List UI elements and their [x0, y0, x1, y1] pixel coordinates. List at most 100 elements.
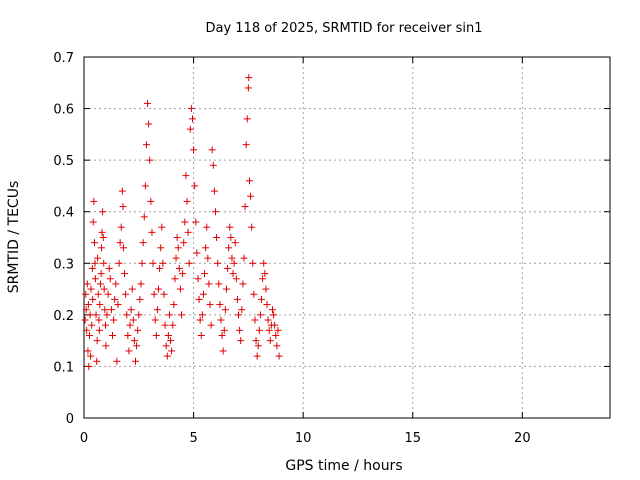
data-point — [270, 311, 278, 319]
data-point — [259, 275, 267, 283]
y-tick-label: 0.6 — [53, 103, 74, 118]
data-point — [170, 301, 178, 309]
data-point — [225, 244, 233, 252]
data-point — [273, 342, 281, 350]
data-point — [82, 290, 90, 298]
data-point — [139, 239, 147, 247]
data-point — [106, 275, 114, 283]
data-point — [231, 239, 239, 247]
y-axis-label: SRMTID / TECUs — [6, 181, 22, 294]
data-point — [102, 342, 110, 350]
data-point — [214, 259, 222, 267]
data-point — [162, 342, 170, 350]
data-point — [167, 337, 175, 345]
data-point — [93, 337, 101, 345]
data-point — [130, 337, 138, 345]
data-point — [208, 146, 216, 154]
data-point — [260, 259, 268, 267]
data-point — [135, 311, 143, 319]
data-point — [127, 306, 135, 314]
y-tick-label: 0.1 — [53, 360, 74, 375]
data-point — [197, 331, 205, 339]
data-point — [112, 280, 120, 288]
data-point — [88, 264, 96, 272]
data-point — [91, 259, 99, 267]
data-point — [169, 321, 177, 329]
data-point — [147, 197, 155, 205]
data-point — [107, 306, 115, 314]
data-point — [230, 259, 238, 267]
data-point — [91, 275, 99, 283]
data-point — [222, 285, 230, 293]
data-point — [186, 125, 194, 133]
data-point — [254, 342, 262, 350]
data-point — [100, 285, 108, 293]
data-point — [124, 331, 132, 339]
data-point — [274, 326, 282, 334]
data-point — [175, 264, 183, 272]
data-point — [261, 270, 269, 278]
data-point — [94, 254, 102, 262]
data-point — [181, 218, 189, 226]
data-point — [199, 290, 207, 298]
data-point — [111, 295, 119, 303]
data-point — [83, 326, 91, 334]
data-point — [202, 244, 210, 252]
data-point — [250, 290, 258, 298]
data-point — [136, 295, 144, 303]
data-point — [160, 290, 168, 298]
data-point — [190, 146, 198, 154]
data-point — [198, 311, 206, 319]
data-point — [179, 270, 187, 278]
data-point — [275, 352, 283, 360]
data-point — [183, 197, 191, 205]
y-tick-label: 0.2 — [53, 309, 74, 324]
data-point — [271, 321, 279, 329]
data-point — [89, 295, 97, 303]
x-tick-label: 5 — [189, 431, 197, 446]
x-axis-label: GPS time / hours — [285, 458, 402, 474]
data-point — [163, 352, 171, 360]
data-point — [161, 321, 169, 329]
data-point — [207, 321, 215, 329]
data-point — [264, 316, 272, 324]
data-point — [98, 228, 106, 236]
data-point — [103, 311, 111, 319]
x-tick-label: 20 — [514, 431, 531, 446]
data-point — [142, 141, 150, 149]
data-point — [245, 74, 253, 82]
data-point — [84, 301, 92, 309]
data-point — [210, 187, 218, 195]
data-point — [153, 306, 161, 314]
data-point — [191, 182, 199, 190]
data-point — [138, 259, 146, 267]
data-point — [256, 311, 264, 319]
data-point — [84, 347, 92, 355]
data-point — [253, 352, 261, 360]
x-tick-label: 10 — [295, 431, 312, 446]
data-point — [233, 295, 241, 303]
data-point — [151, 316, 159, 324]
data-point — [101, 306, 109, 314]
data-point — [96, 301, 104, 309]
data-point — [195, 295, 203, 303]
data-point — [185, 259, 193, 267]
data-point — [148, 228, 156, 236]
data-point — [224, 264, 232, 272]
y-tick-label: 0.7 — [53, 51, 74, 66]
data-point — [220, 326, 228, 334]
data-point — [94, 290, 102, 298]
data-point — [236, 326, 244, 334]
data-point — [240, 254, 248, 262]
chart-title: Day 118 of 2025, SRMTID for receiver sin… — [205, 21, 482, 36]
data-point — [91, 239, 99, 247]
data-point — [116, 239, 124, 247]
data-point — [150, 290, 158, 298]
data-point — [90, 197, 98, 205]
data-point — [141, 182, 149, 190]
data-point — [178, 311, 186, 319]
data-point — [247, 192, 255, 200]
data-point — [194, 275, 202, 283]
data-point — [119, 244, 127, 252]
